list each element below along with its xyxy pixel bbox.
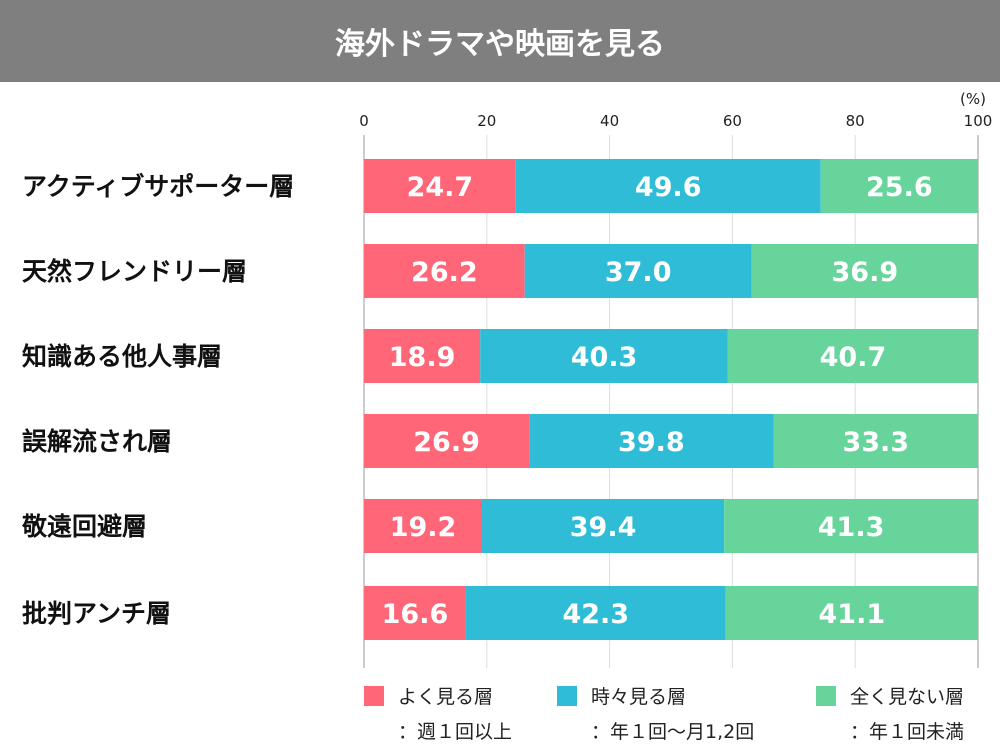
bar-segment xyxy=(364,414,530,468)
bar-segment xyxy=(515,159,821,213)
category-label: アクティブサポーター層 xyxy=(22,172,294,201)
legend-note: ：週１回以上 xyxy=(398,721,513,743)
legend-item-sometimes: 時々見る層 ：年１回〜月1,2回 xyxy=(557,682,754,744)
data-label: 25.6 xyxy=(866,172,933,203)
legend-item-often: よく見る層 ：週１回以上 xyxy=(364,682,512,744)
bar-segment xyxy=(727,329,978,383)
bar-segment xyxy=(364,329,481,383)
data-label: 33.3 xyxy=(842,427,909,458)
legend-label: よく見る層 xyxy=(398,686,494,708)
bar-segment xyxy=(751,244,978,298)
bar-segment xyxy=(364,499,483,553)
x-tick-label: 80 xyxy=(846,112,865,130)
legend-swatch xyxy=(816,686,836,706)
data-label: 36.9 xyxy=(832,257,899,288)
legend-label: 全く見ない層 xyxy=(850,686,965,708)
legend-swatch xyxy=(364,686,384,706)
legend-note: ：年１回未満 xyxy=(850,721,965,743)
data-label: 41.3 xyxy=(818,512,885,543)
data-label: 39.4 xyxy=(570,512,637,543)
data-label: 40.3 xyxy=(571,342,638,373)
x-tick-label: 40 xyxy=(600,112,619,130)
category-label: 天然フレンドリー層 xyxy=(22,257,247,286)
legend-item-never: 全く見ない層 ：年１回未満 xyxy=(816,682,964,744)
category-label: 知識ある他人事層 xyxy=(22,342,222,371)
legend-note: ：年１回〜月1,2回 xyxy=(591,721,755,743)
x-tick-label: 100 xyxy=(964,112,993,130)
data-label: 49.6 xyxy=(635,172,702,203)
data-label: 37.0 xyxy=(605,257,672,288)
bar-segment xyxy=(364,159,516,213)
data-label: 40.7 xyxy=(820,342,887,373)
data-label: 16.6 xyxy=(382,599,449,630)
chart-title: 海外ドラマや映画を見る xyxy=(0,0,1000,82)
data-label: 42.3 xyxy=(562,599,629,630)
bar-segment xyxy=(524,244,752,298)
legend-swatch xyxy=(557,686,577,706)
data-label: 26.2 xyxy=(411,257,478,288)
bar-segment xyxy=(364,586,466,640)
bar-segment xyxy=(482,499,725,553)
data-label: 24.7 xyxy=(407,172,474,203)
category-label: 批判アンチ層 xyxy=(22,599,171,628)
category-label: 誤解流され層 xyxy=(22,427,172,456)
bar-segment xyxy=(724,499,978,553)
data-label: 19.2 xyxy=(390,512,457,543)
x-tick-label: 20 xyxy=(477,112,496,130)
x-tick-label: 60 xyxy=(723,112,742,130)
bar-segment xyxy=(773,414,978,468)
unit-label: (%) xyxy=(960,90,986,108)
data-label: 41.1 xyxy=(819,599,886,630)
x-tick-label: 0 xyxy=(359,112,369,130)
bar-segment xyxy=(725,586,978,640)
bar-segment xyxy=(364,244,525,298)
bar-segment xyxy=(480,329,728,383)
legend-label: 時々見る層 xyxy=(591,686,687,708)
bar-segment xyxy=(820,159,978,213)
category-label: 敬遠回避層 xyxy=(21,512,147,541)
bar-segment xyxy=(465,586,726,640)
data-label: 26.9 xyxy=(413,427,480,458)
data-label: 18.9 xyxy=(389,342,456,373)
bar-segment xyxy=(529,414,774,468)
data-label: 39.8 xyxy=(618,427,685,458)
